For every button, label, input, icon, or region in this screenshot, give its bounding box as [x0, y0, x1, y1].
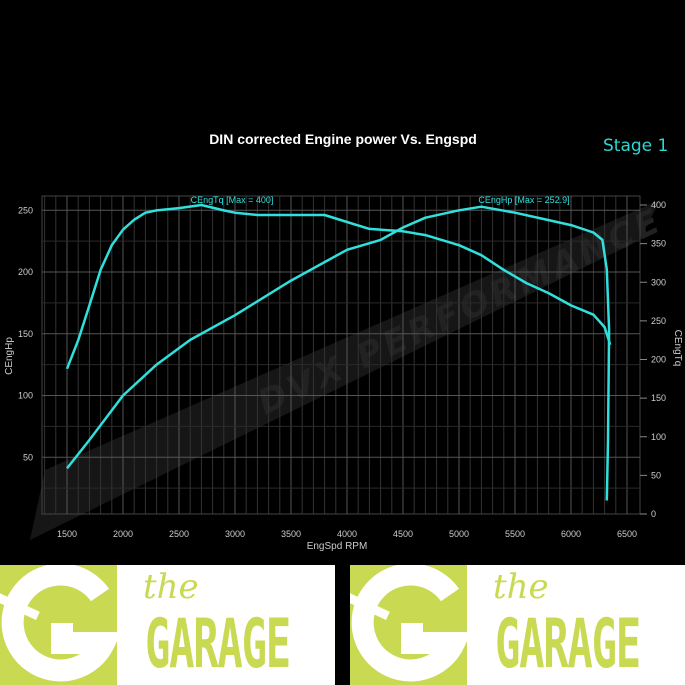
- x-axis-label: EngSpd RPM: [307, 541, 368, 552]
- legend-hp: CEngHp [Max = 252.9]: [478, 195, 569, 205]
- x-tick-label: 4000: [337, 529, 357, 539]
- y-axis-right-label: CEngTq: [672, 330, 683, 367]
- logo-g-mark: [345, 563, 472, 685]
- x-tick-label: 2000: [113, 529, 133, 539]
- axes: 1500 2000 2500 3000 3500 4000 4500 5000 5500 6000…: [18, 200, 666, 539]
- y-axis-left-label: CEngHp: [4, 337, 15, 375]
- logo-the: the: [143, 567, 199, 607]
- logo-garage: GARAGE: [145, 605, 291, 684]
- y-left-tick-label: 50: [23, 452, 33, 462]
- x-tick-label: 6000: [561, 529, 581, 539]
- torque-line: [65, 203, 612, 370]
- logo-garage: GARAGE: [495, 605, 641, 684]
- logo-the: the: [493, 567, 549, 607]
- x-tick-label: 6500: [617, 529, 637, 539]
- y-right-tick-label: 0: [651, 509, 656, 519]
- x-tick-label: 3000: [225, 529, 245, 539]
- x-tick-label: 2500: [169, 529, 189, 539]
- y-left-tick-label: 250: [18, 205, 33, 215]
- y-right-tick-label: 150: [651, 393, 666, 403]
- y-left-tick-label: 150: [18, 329, 33, 339]
- y-right-tick-label: 400: [651, 200, 666, 210]
- legend-torque: CEngTq [Max = 400]: [191, 195, 274, 205]
- y-right-tick-label: 200: [651, 355, 666, 365]
- y-right-tick-label: 50: [651, 470, 661, 480]
- chart-title: DIN corrected Engine power Vs. Engspd: [209, 131, 477, 147]
- garage-logo-2: the GARAGE: [345, 563, 685, 685]
- logo-g-mark: [0, 563, 122, 685]
- y-left-tick-label: 200: [18, 267, 33, 277]
- x-tick-label: 5000: [449, 529, 469, 539]
- hp-line: [66, 205, 611, 501]
- x-tick-label: 1500: [57, 529, 77, 539]
- chart: DVX PERFORMANCE 1500 2000 2500 3000 3500 4000…: [4, 131, 683, 552]
- y-right-tick-label: 250: [651, 316, 666, 326]
- watermark-band: [30, 200, 660, 540]
- x-tick-label: 4500: [393, 529, 413, 539]
- y-right-tick-label: 100: [651, 432, 666, 442]
- garage-logo: the GARAGE: [0, 563, 335, 685]
- series-lines: [65, 203, 612, 501]
- x-tick-label: 5500: [505, 529, 525, 539]
- watermark-text: DVX PERFORMANCE: [252, 200, 670, 423]
- x-tick-label: 3500: [281, 529, 301, 539]
- plot-frame: [41, 195, 641, 515]
- watermark: DVX PERFORMANCE: [30, 200, 669, 540]
- stage-label: Stage 1: [603, 136, 669, 156]
- y-left-tick-label: 100: [18, 391, 33, 401]
- y-right-tick-label: 350: [651, 239, 666, 249]
- y-right-tick-label: 300: [651, 277, 666, 287]
